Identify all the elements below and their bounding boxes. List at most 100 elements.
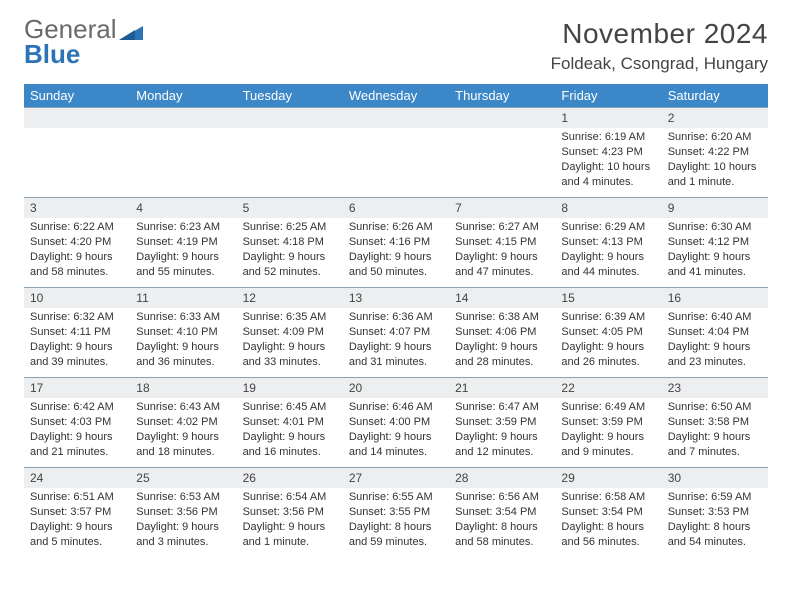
day-number: 21 (449, 377, 555, 398)
calendar-week-row: 3Sunrise: 6:22 AMSunset: 4:20 PMDaylight… (24, 197, 768, 287)
calendar-cell: 1Sunrise: 6:19 AMSunset: 4:23 PMDaylight… (555, 107, 661, 197)
daylight-text-1: Daylight: 9 hours (243, 430, 337, 445)
daylight-text-2: and 23 minutes. (668, 355, 762, 370)
day-number: 28 (449, 467, 555, 488)
calendar-cell (343, 107, 449, 197)
daylight-text-2: and 5 minutes. (30, 535, 124, 550)
calendar-cell: 20Sunrise: 6:46 AMSunset: 4:00 PMDayligh… (343, 377, 449, 467)
sunset-text: Sunset: 3:53 PM (668, 505, 762, 520)
day-header: Sunday (24, 84, 130, 107)
day-number: 8 (555, 197, 661, 218)
sunset-text: Sunset: 4:19 PM (136, 235, 230, 250)
daylight-text-1: Daylight: 9 hours (30, 520, 124, 535)
day-body: Sunrise: 6:29 AMSunset: 4:13 PMDaylight:… (555, 218, 661, 285)
day-number: 16 (662, 287, 768, 308)
day-number: 25 (130, 467, 236, 488)
sunrise-text: Sunrise: 6:22 AM (30, 220, 124, 235)
sunrise-text: Sunrise: 6:35 AM (243, 310, 337, 325)
calendar-cell: 12Sunrise: 6:35 AMSunset: 4:09 PMDayligh… (237, 287, 343, 377)
calendar-cell: 7Sunrise: 6:27 AMSunset: 4:15 PMDaylight… (449, 197, 555, 287)
day-body: Sunrise: 6:27 AMSunset: 4:15 PMDaylight:… (449, 218, 555, 285)
day-number: 26 (237, 467, 343, 488)
sunrise-text: Sunrise: 6:56 AM (455, 490, 549, 505)
location-text: Foldeak, Csongrad, Hungary (551, 54, 768, 74)
day-number: 30 (662, 467, 768, 488)
sunset-text: Sunset: 3:56 PM (243, 505, 337, 520)
day-body: Sunrise: 6:36 AMSunset: 4:07 PMDaylight:… (343, 308, 449, 375)
daylight-text-2: and 39 minutes. (30, 355, 124, 370)
day-body: Sunrise: 6:26 AMSunset: 4:16 PMDaylight:… (343, 218, 449, 285)
calendar-week-row: 1Sunrise: 6:19 AMSunset: 4:23 PMDaylight… (24, 107, 768, 197)
daylight-text-2: and 47 minutes. (455, 265, 549, 280)
day-body: Sunrise: 6:23 AMSunset: 4:19 PMDaylight:… (130, 218, 236, 285)
day-number (237, 107, 343, 128)
calendar-week-row: 24Sunrise: 6:51 AMSunset: 3:57 PMDayligh… (24, 467, 768, 557)
calendar-cell: 13Sunrise: 6:36 AMSunset: 4:07 PMDayligh… (343, 287, 449, 377)
sunrise-text: Sunrise: 6:46 AM (349, 400, 443, 415)
calendar-cell: 22Sunrise: 6:49 AMSunset: 3:59 PMDayligh… (555, 377, 661, 467)
calendar-cell: 25Sunrise: 6:53 AMSunset: 3:56 PMDayligh… (130, 467, 236, 557)
sunrise-text: Sunrise: 6:51 AM (30, 490, 124, 505)
daylight-text-2: and 1 minute. (243, 535, 337, 550)
sunset-text: Sunset: 4:04 PM (668, 325, 762, 340)
day-body: Sunrise: 6:53 AMSunset: 3:56 PMDaylight:… (130, 488, 236, 555)
sunset-text: Sunset: 4:15 PM (455, 235, 549, 250)
day-number: 2 (662, 107, 768, 128)
day-header: Friday (555, 84, 661, 107)
daylight-text-1: Daylight: 9 hours (455, 250, 549, 265)
daylight-text-1: Daylight: 9 hours (349, 340, 443, 355)
day-body: Sunrise: 6:42 AMSunset: 4:03 PMDaylight:… (24, 398, 130, 465)
daylight-text-1: Daylight: 9 hours (668, 430, 762, 445)
day-number (449, 107, 555, 128)
daylight-text-1: Daylight: 10 hours (668, 160, 762, 175)
daylight-text-1: Daylight: 9 hours (243, 520, 337, 535)
sunset-text: Sunset: 4:22 PM (668, 145, 762, 160)
daylight-text-1: Daylight: 10 hours (561, 160, 655, 175)
sunrise-text: Sunrise: 6:59 AM (668, 490, 762, 505)
sunset-text: Sunset: 4:13 PM (561, 235, 655, 250)
sunset-text: Sunset: 4:18 PM (243, 235, 337, 250)
sunset-text: Sunset: 4:12 PM (668, 235, 762, 250)
day-body: Sunrise: 6:43 AMSunset: 4:02 PMDaylight:… (130, 398, 236, 465)
day-number: 7 (449, 197, 555, 218)
day-number: 19 (237, 377, 343, 398)
day-body: Sunrise: 6:22 AMSunset: 4:20 PMDaylight:… (24, 218, 130, 285)
daylight-text-2: and 1 minute. (668, 175, 762, 190)
sunset-text: Sunset: 4:00 PM (349, 415, 443, 430)
day-body: Sunrise: 6:54 AMSunset: 3:56 PMDaylight:… (237, 488, 343, 555)
sunrise-text: Sunrise: 6:33 AM (136, 310, 230, 325)
month-title: November 2024 (551, 18, 768, 50)
calendar-cell: 9Sunrise: 6:30 AMSunset: 4:12 PMDaylight… (662, 197, 768, 287)
daylight-text-1: Daylight: 9 hours (561, 340, 655, 355)
day-body (343, 128, 449, 136)
day-body: Sunrise: 6:33 AMSunset: 4:10 PMDaylight:… (130, 308, 236, 375)
sunset-text: Sunset: 4:03 PM (30, 415, 124, 430)
sunrise-text: Sunrise: 6:26 AM (349, 220, 443, 235)
brand-word-2: Blue (24, 39, 80, 69)
daylight-text-1: Daylight: 8 hours (668, 520, 762, 535)
day-body: Sunrise: 6:30 AMSunset: 4:12 PMDaylight:… (662, 218, 768, 285)
calendar-cell: 24Sunrise: 6:51 AMSunset: 3:57 PMDayligh… (24, 467, 130, 557)
calendar-cell: 8Sunrise: 6:29 AMSunset: 4:13 PMDaylight… (555, 197, 661, 287)
day-body: Sunrise: 6:58 AMSunset: 3:54 PMDaylight:… (555, 488, 661, 555)
sunrise-text: Sunrise: 6:40 AM (668, 310, 762, 325)
sunset-text: Sunset: 3:54 PM (561, 505, 655, 520)
day-header: Thursday (449, 84, 555, 107)
sunset-text: Sunset: 4:20 PM (30, 235, 124, 250)
daylight-text-1: Daylight: 9 hours (561, 430, 655, 445)
sunset-text: Sunset: 4:09 PM (243, 325, 337, 340)
sunrise-text: Sunrise: 6:20 AM (668, 130, 762, 145)
daylight-text-2: and 59 minutes. (349, 535, 443, 550)
day-body: Sunrise: 6:35 AMSunset: 4:09 PMDaylight:… (237, 308, 343, 375)
day-body: Sunrise: 6:40 AMSunset: 4:04 PMDaylight:… (662, 308, 768, 375)
day-number: 3 (24, 197, 130, 218)
sunrise-text: Sunrise: 6:19 AM (561, 130, 655, 145)
daylight-text-1: Daylight: 9 hours (30, 340, 124, 355)
day-number: 1 (555, 107, 661, 128)
day-number: 23 (662, 377, 768, 398)
day-number: 27 (343, 467, 449, 488)
day-header: Saturday (662, 84, 768, 107)
brand-triangle-icon (119, 22, 147, 49)
day-body: Sunrise: 6:55 AMSunset: 3:55 PMDaylight:… (343, 488, 449, 555)
day-number (130, 107, 236, 128)
